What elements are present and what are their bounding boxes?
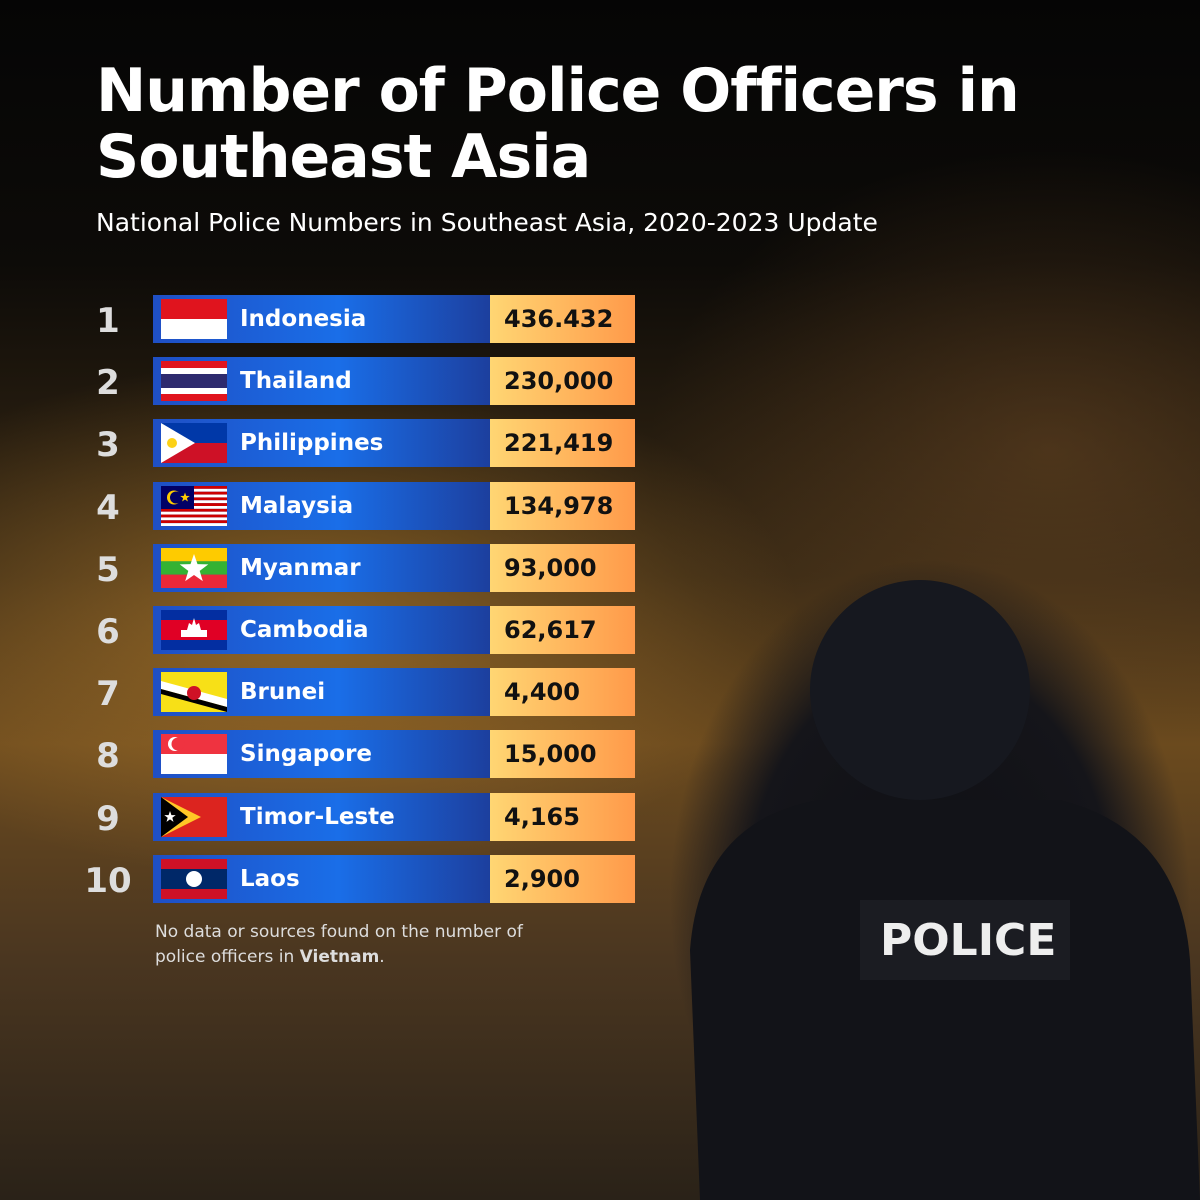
flag-part xyxy=(161,517,227,520)
flag xyxy=(161,858,227,899)
flag-part xyxy=(161,519,227,523)
flag xyxy=(161,423,227,464)
flag-part xyxy=(170,491,182,504)
flag-part xyxy=(179,553,209,581)
rank: 1 xyxy=(96,301,120,341)
footnote-highlight: Vietnam xyxy=(299,947,380,967)
flag xyxy=(161,299,227,339)
rank: 10 xyxy=(84,860,132,901)
flag-part xyxy=(161,511,227,515)
rank: 4 xyxy=(96,487,120,528)
footnote: No data or sources found on the number o… xyxy=(155,920,535,970)
flag-part xyxy=(171,737,185,751)
rank: 2 xyxy=(96,363,120,404)
country-name: Singapore xyxy=(240,741,373,768)
badge-patch xyxy=(860,900,1070,980)
officer-count: 15,000 xyxy=(490,730,635,779)
flag xyxy=(161,610,227,650)
title: Number of Police Officers in Southeast A… xyxy=(96,56,1020,192)
flag-part xyxy=(161,754,227,775)
flag xyxy=(161,361,227,402)
body xyxy=(690,800,1200,1200)
officer-count: 436.432 xyxy=(490,295,635,343)
flag-part xyxy=(161,796,188,837)
footnote-end: . xyxy=(379,947,385,967)
officer-count: 4,400 xyxy=(490,668,635,717)
footnote-text: No data or sources found on the number o… xyxy=(155,922,523,967)
subtitle: National Police Numbers in Southeast Asi… xyxy=(96,208,878,237)
flag-part xyxy=(161,689,227,713)
flag-part xyxy=(186,870,202,887)
rank: 3 xyxy=(96,425,120,466)
flag-part xyxy=(180,492,190,502)
country-name: Myanmar xyxy=(240,554,361,581)
flag-part xyxy=(181,618,207,637)
officer-count: 62,617 xyxy=(490,606,635,654)
flag xyxy=(161,796,227,837)
country-name: Philippines xyxy=(240,430,384,457)
flag-part xyxy=(187,686,201,701)
country-name: Laos xyxy=(240,865,300,892)
country-name: Timor-Leste xyxy=(240,803,395,830)
flag xyxy=(161,485,227,526)
officer-count: 93,000 xyxy=(490,543,635,592)
country-name: Cambodia xyxy=(240,617,369,643)
flag xyxy=(161,547,227,588)
helmet xyxy=(810,580,1030,800)
rank: 8 xyxy=(96,736,120,777)
rank: 9 xyxy=(96,798,120,839)
country-name: Indonesia xyxy=(240,306,367,332)
rank: 6 xyxy=(96,612,120,652)
country-name: Brunei xyxy=(240,679,326,706)
police-badge: POLICE xyxy=(880,915,1057,966)
officer-count: 230,000 xyxy=(490,357,635,406)
flag-part xyxy=(161,574,227,588)
country-name: Thailand xyxy=(240,368,352,395)
flag-part xyxy=(164,810,176,822)
rank: 7 xyxy=(96,674,120,715)
flag-part xyxy=(161,374,227,389)
officer-count: 4,165 xyxy=(490,792,635,841)
flag-part xyxy=(161,319,227,339)
flag-part xyxy=(161,423,195,464)
flag-part xyxy=(161,522,227,526)
flag-part xyxy=(161,508,227,512)
rank: 5 xyxy=(96,549,120,590)
officer-count: 221,419 xyxy=(490,419,635,468)
country-name: Malaysia xyxy=(240,492,354,519)
flag-part xyxy=(161,299,227,319)
flag-part xyxy=(161,514,227,518)
flag xyxy=(161,672,227,713)
flag xyxy=(161,734,227,775)
officer-count: 134,978 xyxy=(490,481,635,530)
flag-part xyxy=(167,438,177,449)
officer-count: 2,900 xyxy=(490,854,635,903)
